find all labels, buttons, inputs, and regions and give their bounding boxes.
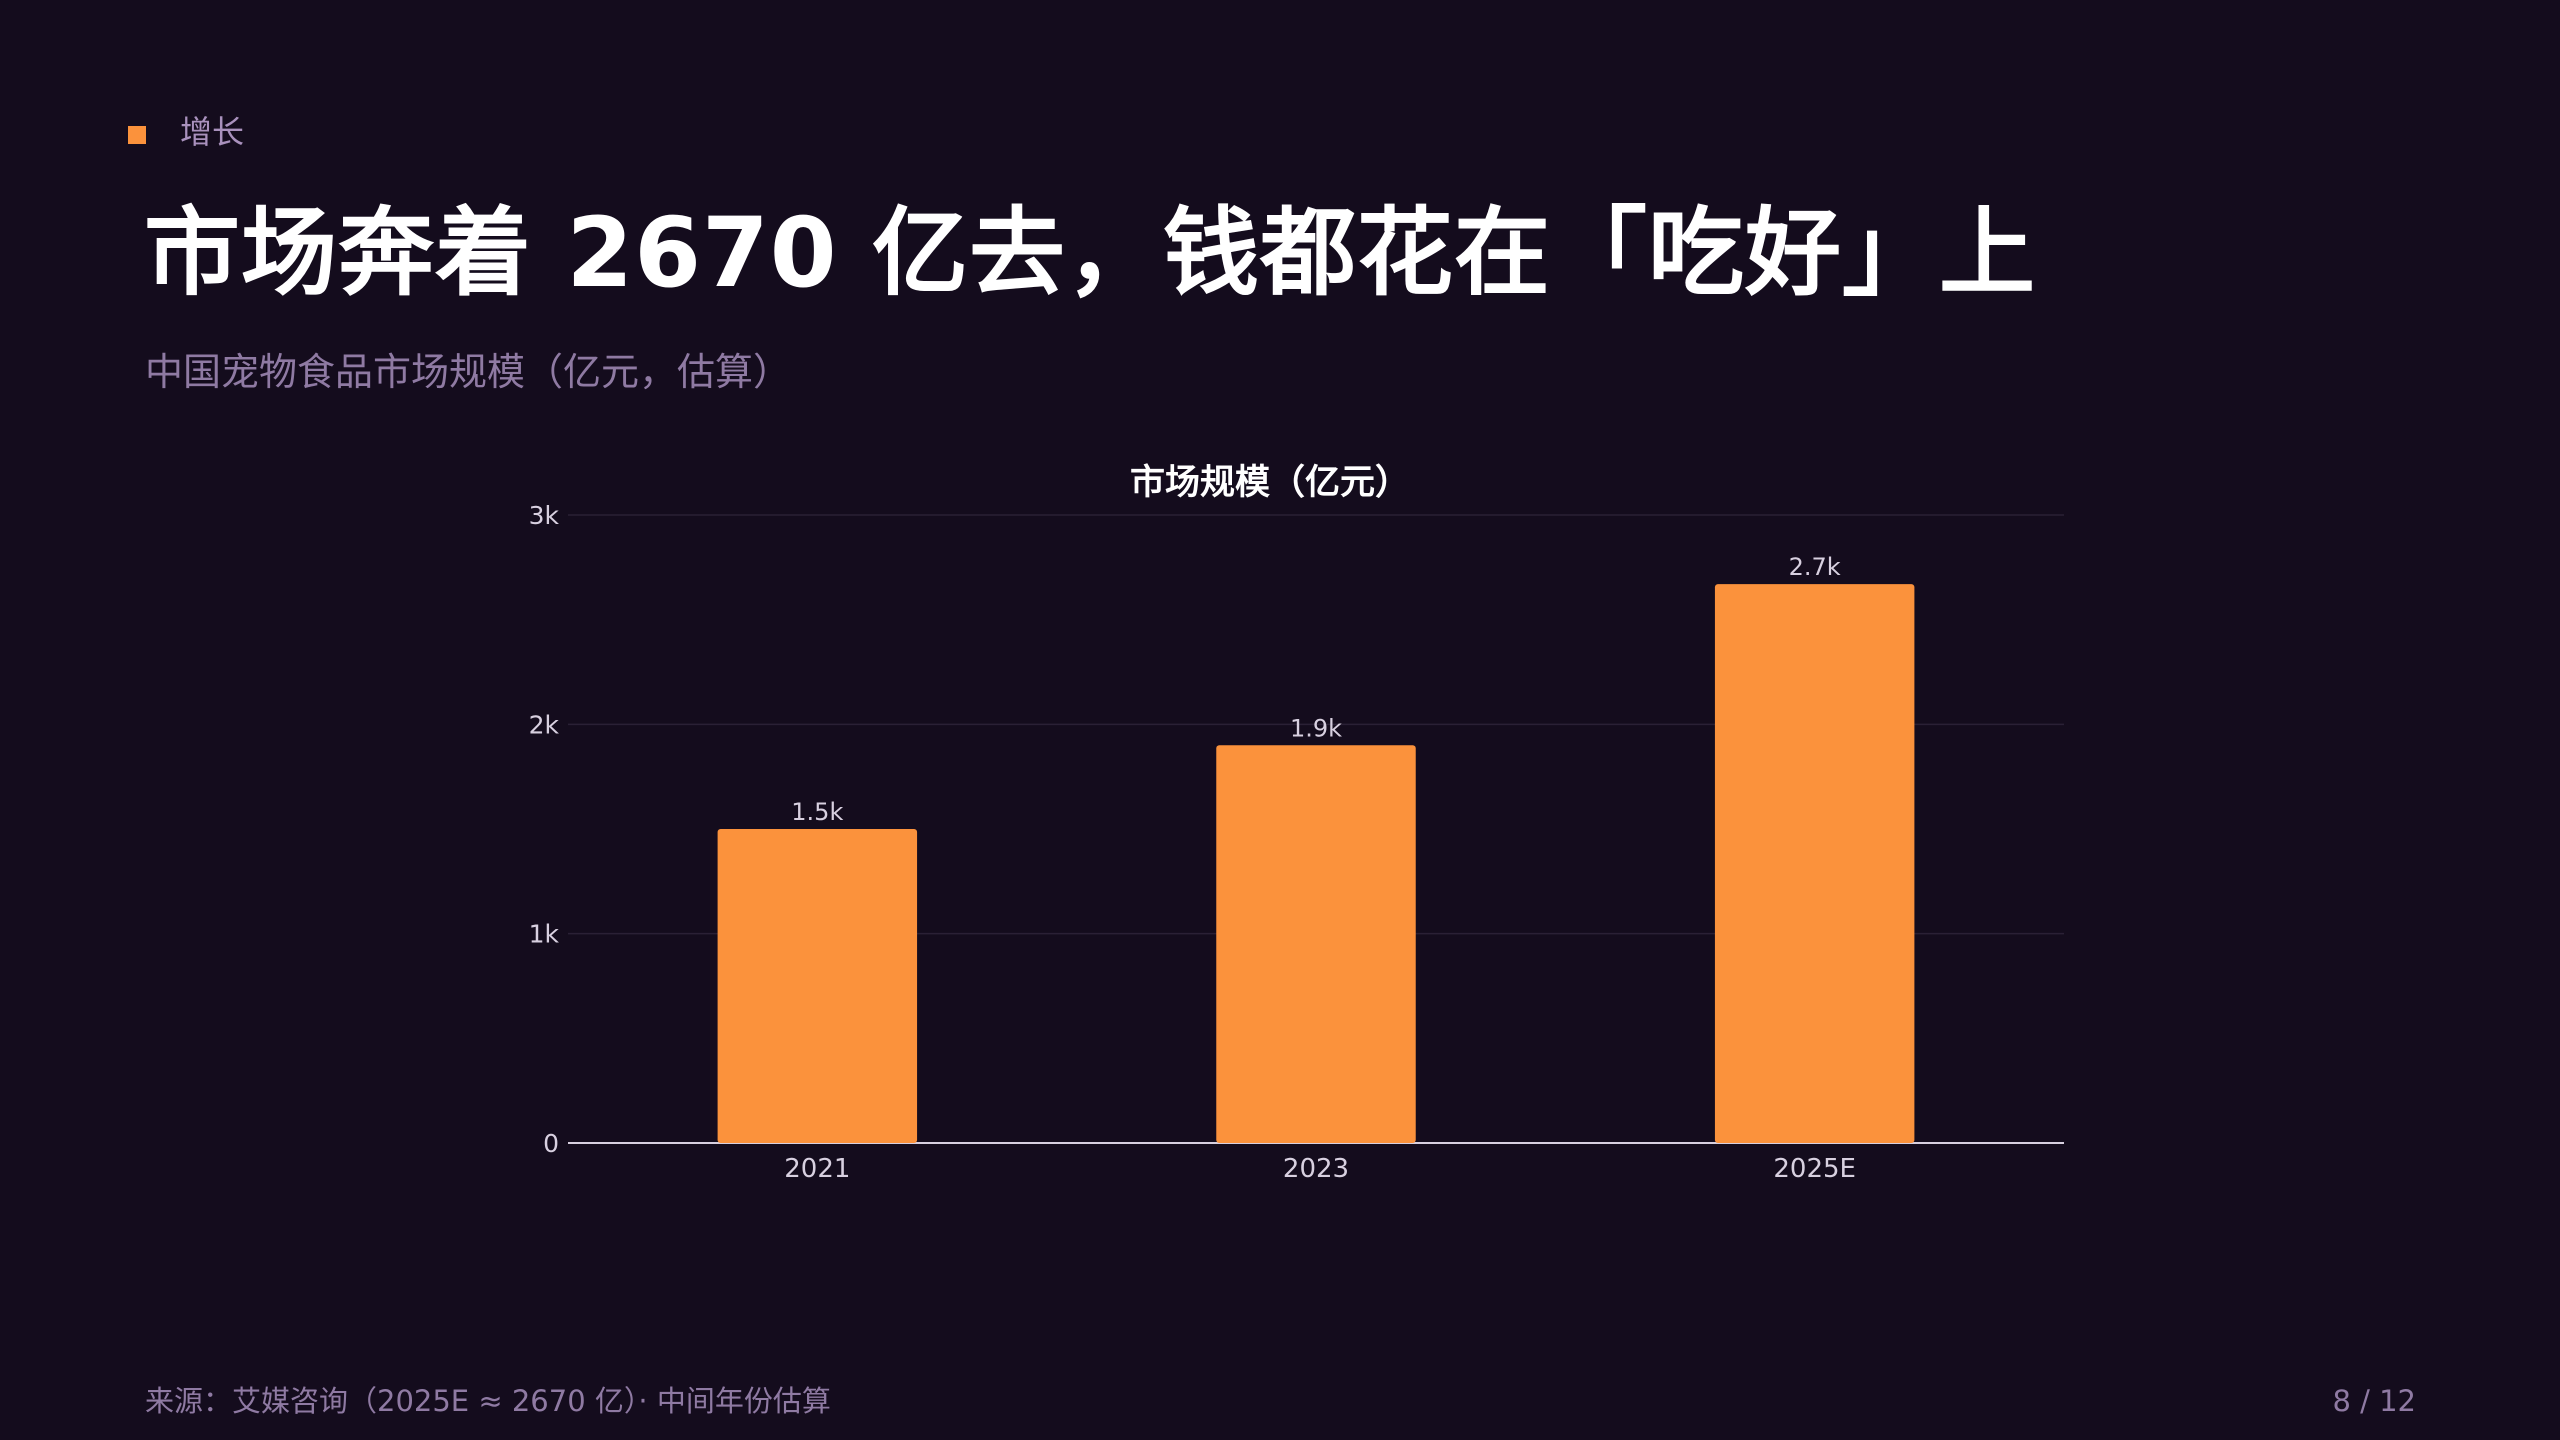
bar-2025E bbox=[1714, 584, 1915, 1143]
slide-subtitle: 中国宠物食品市场规模（亿元，估算） bbox=[145, 350, 792, 394]
kicker-label: 增长 bbox=[180, 113, 245, 151]
y-tick-label: 3k bbox=[529, 501, 560, 530]
y-tick-label: 0 bbox=[543, 1129, 559, 1158]
page-number: 8 / 12 bbox=[2332, 1384, 2416, 1418]
chart-title: 市场规模（亿元） bbox=[1130, 463, 1410, 503]
x-tick-label: 2023 bbox=[1283, 1154, 1349, 1184]
slide-title: 市场奔着 2670 亿去，钱都花在「吃好」上 bbox=[144, 197, 2037, 309]
bar-2023 bbox=[1216, 745, 1416, 1143]
x-tick-label: 2025E bbox=[1773, 1154, 1856, 1184]
section-kicker: 增长 bbox=[128, 108, 244, 156]
data-label: 2.7k bbox=[1789, 553, 1841, 581]
y-tick-label: 2k bbox=[529, 710, 560, 739]
y-tick-label: 1k bbox=[529, 920, 560, 949]
source-note: 来源：艾媒咨询（2025E ≈ 2670 亿）· 中间年份估算 bbox=[145, 1384, 831, 1418]
bar-2021 bbox=[717, 829, 918, 1143]
data-label: 1.9k bbox=[1290, 714, 1342, 742]
bar-chart: 市场规模（亿元） 0 1k 2k 3k 1.5k 2021 1.9k 2023 2.7k 2025… bbox=[529, 463, 2064, 1184]
data-label: 1.5k bbox=[791, 798, 843, 826]
kicker-square-icon bbox=[128, 126, 146, 144]
x-tick-label: 2021 bbox=[784, 1154, 850, 1184]
